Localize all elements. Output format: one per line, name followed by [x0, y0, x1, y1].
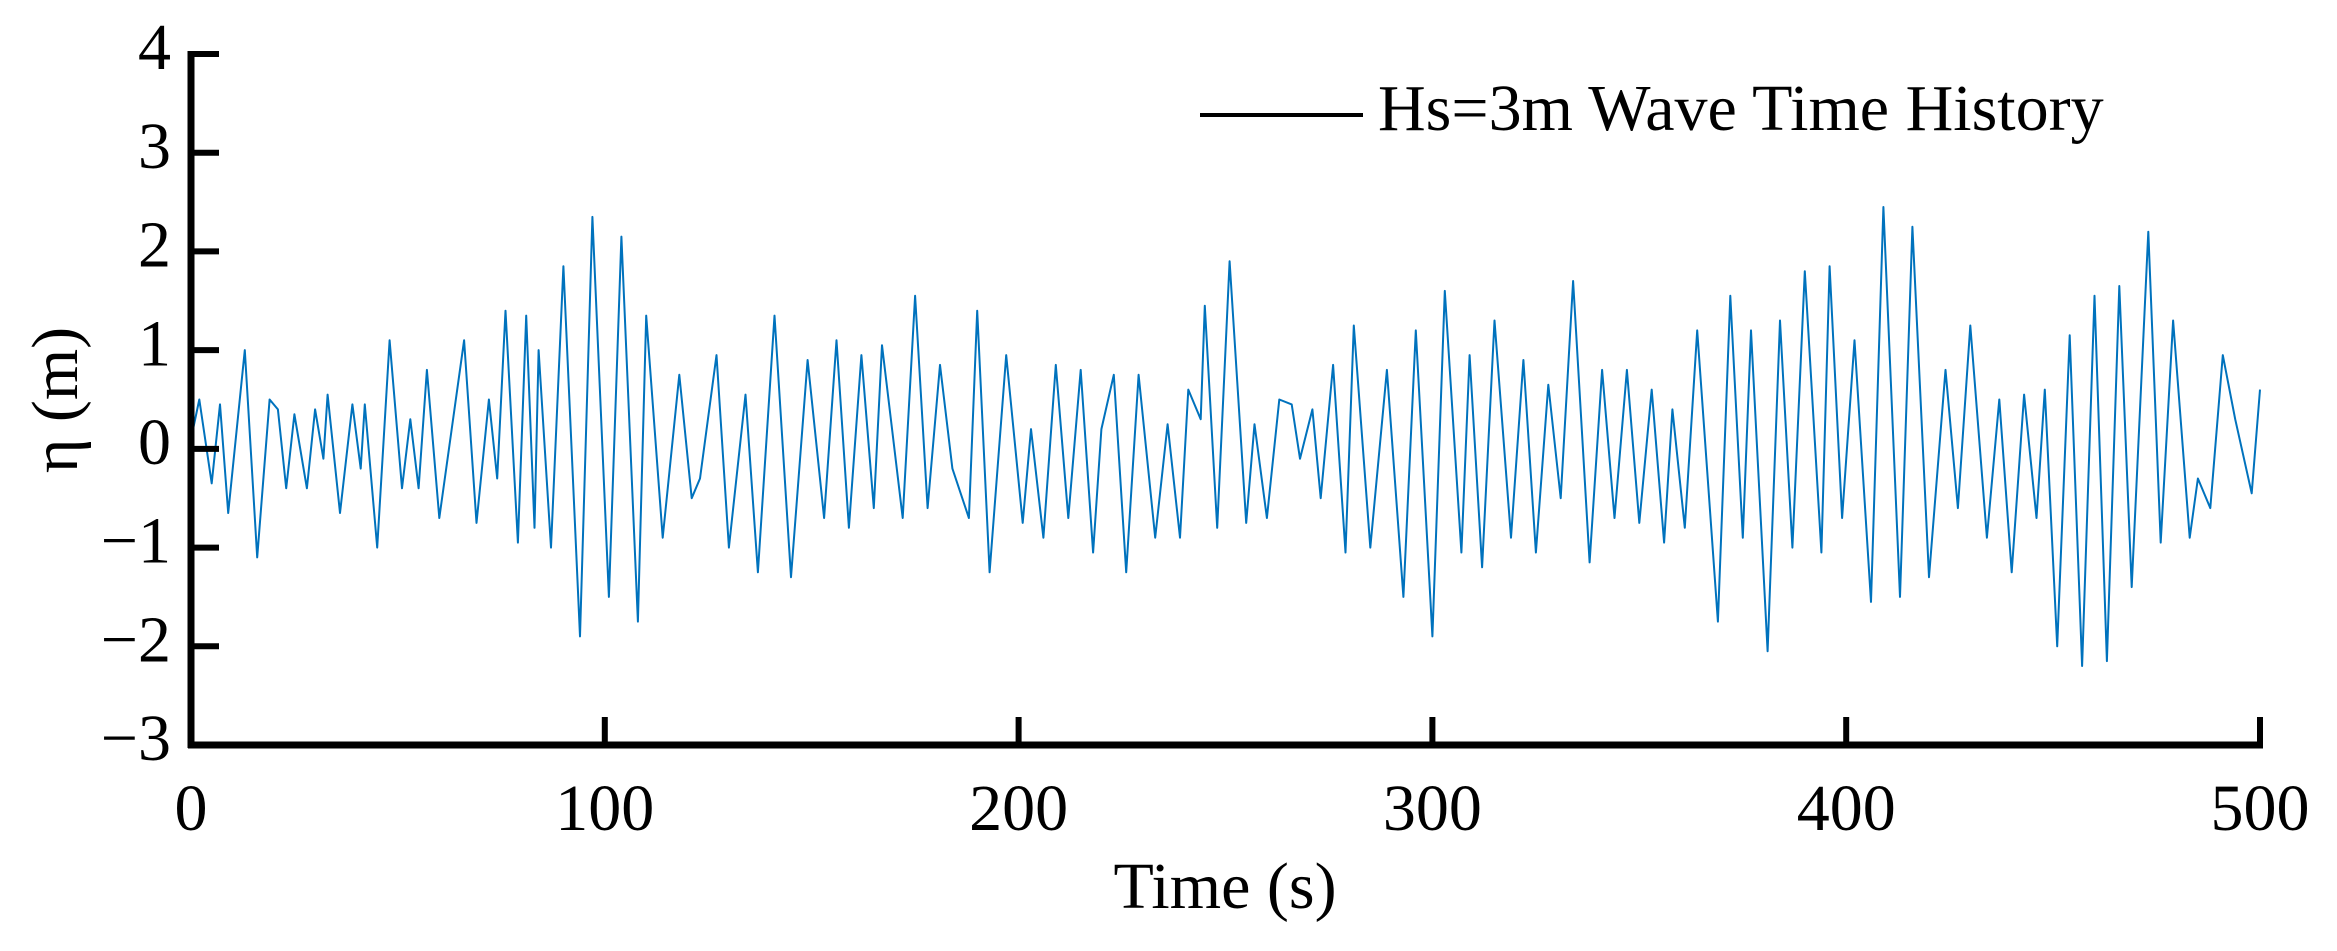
x-tick-label: 400: [1797, 772, 1896, 845]
x-axis-label: Time (s): [1113, 850, 1336, 923]
x-tick-label: 300: [1383, 772, 1482, 845]
x-tick-label: 100: [555, 772, 654, 845]
y-tick-label: 1: [138, 307, 171, 380]
x-tick-label: 0: [175, 772, 208, 845]
x-tick-label: 500: [2211, 772, 2310, 845]
data-line: [190, 206, 2261, 667]
legend-label: Hs=3m Wave Time History: [1378, 72, 2104, 145]
y-tick-label: −1: [101, 505, 171, 578]
y-tick-label: 3: [138, 110, 171, 183]
y-tick-label: 2: [138, 209, 171, 282]
x-tick-label: 200: [969, 772, 1068, 845]
y-tick-label: 0: [138, 406, 171, 479]
y-axis-label: η (m): [19, 327, 92, 473]
y-tick-label: 4: [138, 11, 171, 84]
y-tick-label: −3: [101, 702, 171, 775]
y-tick-label: −2: [101, 603, 171, 676]
